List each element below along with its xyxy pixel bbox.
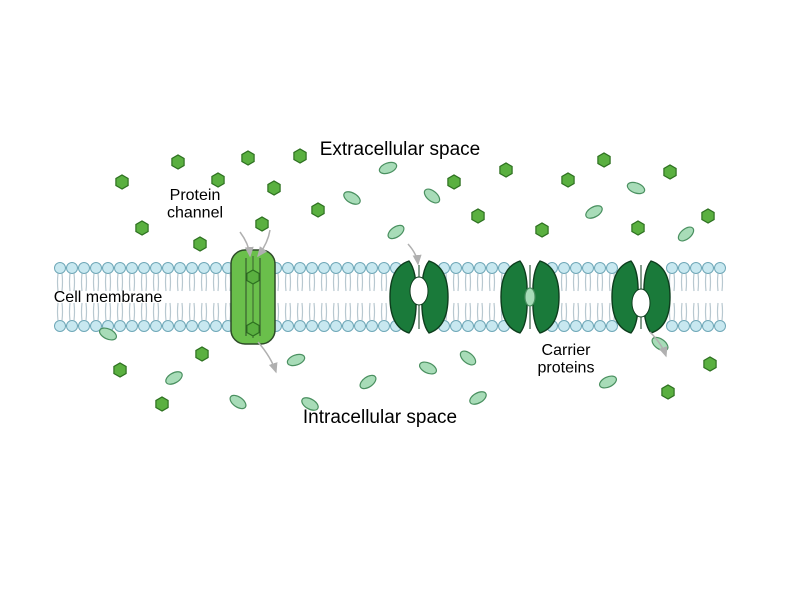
carrier-protein	[390, 261, 448, 333]
cell-membrane-label: Cell membrane	[54, 289, 163, 306]
extracellular-space-label: Extracellular space	[320, 139, 481, 160]
membrane-diagram: Extracellular space Intracellular space Ce…	[0, 0, 800, 600]
protein-channel-label: Proteinchannel	[167, 187, 223, 222]
intracellular-space-label: Intracellular space	[303, 407, 457, 428]
carrier-proteins-label: Carrierproteins	[538, 342, 595, 377]
flow-arrows	[240, 230, 666, 372]
carrier-protein	[612, 261, 670, 333]
